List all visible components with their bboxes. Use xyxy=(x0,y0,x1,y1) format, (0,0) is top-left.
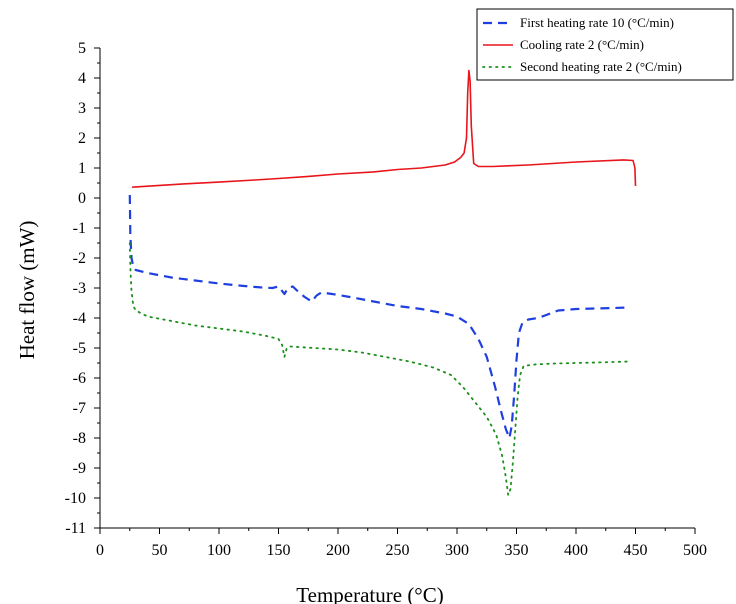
y-tick-label: -9 xyxy=(73,460,86,477)
legend-label-2: Cooling rate 2 (°C/min) xyxy=(520,37,644,52)
y-tick-label: 1 xyxy=(78,160,86,177)
x-tick-label: 450 xyxy=(624,542,648,559)
y-tick-label: -5 xyxy=(73,340,86,357)
y-tick-label: 2 xyxy=(78,130,86,147)
x-tick-label: 50 xyxy=(152,542,168,559)
plot-area: 0 50 100 150 200 250 300 350 400 450 500 -11-10-9-… xyxy=(65,40,707,559)
x-tick-label: 400 xyxy=(564,542,588,559)
y-tick-label: -3 xyxy=(73,280,86,297)
y-axis-title: Heat flow (mW) xyxy=(15,221,39,360)
series-line-1 xyxy=(128,194,630,440)
y-tick-label: -1 xyxy=(73,220,86,237)
series-line-2 xyxy=(132,69,637,188)
x-axis-title: Temperature (°C) xyxy=(296,583,443,604)
series-line-3 xyxy=(128,242,631,496)
legend-label-1: First heating rate 10 (°C/min) xyxy=(520,15,674,30)
y-tick-label: 5 xyxy=(78,40,86,57)
legend-label-3: Second heating rate 2 (°C/min) xyxy=(520,59,682,74)
x-ticks: 0 50 100 150 200 250 300 350 400 450 500 xyxy=(96,528,707,559)
y-tick-label: -11 xyxy=(65,520,86,537)
x-tick-label: 350 xyxy=(505,542,529,559)
legend: First heating rate 10 (°C/min) Cooling ra… xyxy=(476,8,734,81)
y-tick-label: -2 xyxy=(73,250,86,267)
x-tick-label: 0 xyxy=(96,542,104,559)
y-tick-label: -8 xyxy=(73,430,86,447)
x-tick-label: 500 xyxy=(683,542,707,559)
legend-box xyxy=(476,8,734,81)
x-tick-label: 200 xyxy=(326,542,350,559)
y-tick-label: -6 xyxy=(73,370,86,387)
x-tick-label: 250 xyxy=(386,542,410,559)
axes-layer xyxy=(99,48,695,529)
y-tick-label: -10 xyxy=(65,490,86,507)
series-layer xyxy=(128,69,637,496)
legend-items: First heating rate 10 (°C/min) Cooling ra… xyxy=(482,15,682,74)
x-tick-label: 100 xyxy=(207,542,231,559)
x-tick-label: 150 xyxy=(267,542,291,559)
y-tick-label: -7 xyxy=(73,400,86,417)
y-tick-label: 4 xyxy=(78,70,86,87)
y-tick-label: 3 xyxy=(78,100,86,117)
y-tick-label: -4 xyxy=(73,310,86,327)
x-tick-label: 300 xyxy=(445,542,469,559)
y-tick-label: 0 xyxy=(78,190,86,207)
